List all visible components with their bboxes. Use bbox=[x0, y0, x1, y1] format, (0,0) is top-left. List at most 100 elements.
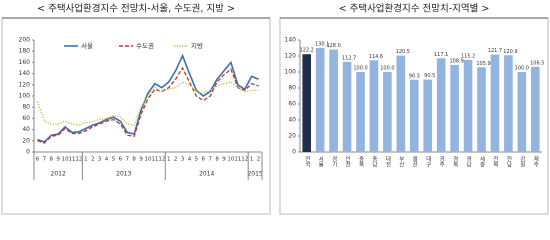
x-tick-label: 부산 bbox=[398, 156, 405, 168]
legend-label: 수도권 bbox=[136, 42, 154, 50]
x-tick-label: 서울 bbox=[317, 155, 324, 168]
x-tick-label: 5 bbox=[195, 157, 199, 163]
value-label: 117.1 bbox=[434, 52, 448, 58]
x-tick-label: 12 bbox=[241, 157, 248, 163]
y-tick-label: 0 bbox=[26, 149, 30, 156]
x-tick-label: 8 bbox=[215, 157, 219, 163]
x-tick-label: 2 bbox=[91, 157, 95, 163]
x-tick-label: 충북 bbox=[358, 155, 365, 169]
bar bbox=[342, 61, 352, 153]
series-line bbox=[36, 81, 259, 126]
x-tick-label: 11 bbox=[234, 157, 241, 163]
bar bbox=[315, 47, 325, 152]
x-tick-label: 경북 bbox=[452, 156, 459, 169]
y-tick-label: 0 bbox=[292, 149, 296, 156]
value-label: 115.2 bbox=[461, 53, 475, 59]
x-group-label: 2015 bbox=[247, 171, 262, 178]
y-tick-label: 140 bbox=[285, 37, 297, 44]
x-tick-label: 7 bbox=[126, 157, 130, 163]
x-tick-label: 세종 bbox=[479, 155, 486, 168]
x-tick-label: 인천 bbox=[344, 156, 351, 168]
value-label: 122.2 bbox=[300, 48, 314, 54]
series-line bbox=[37, 53, 259, 143]
bar bbox=[356, 72, 365, 152]
x-tick-label: 전국 bbox=[304, 155, 311, 169]
y-tick-label: 20 bbox=[22, 137, 30, 144]
x-tick-label: 10 bbox=[62, 157, 69, 163]
x-tick-label: 충남 bbox=[371, 155, 378, 168]
x-tick-label: 제주 bbox=[532, 155, 539, 169]
bar bbox=[369, 60, 379, 152]
y-tick-label: 140 bbox=[19, 70, 31, 77]
value-label: 90.5 bbox=[424, 73, 435, 79]
value-label: 112.7 bbox=[342, 55, 356, 61]
x-tick-label: 울산 bbox=[411, 156, 418, 168]
value-label: 100.0 bbox=[380, 66, 394, 72]
x-tick-label: 4 bbox=[188, 157, 192, 163]
value-label: 100.0 bbox=[515, 66, 529, 72]
x-tick-label: 9 bbox=[222, 157, 226, 163]
x-tick-label: 6 bbox=[36, 157, 40, 163]
x-tick-label: 4 bbox=[105, 157, 109, 163]
value-label: 100.0 bbox=[353, 66, 367, 72]
y-tick-label: 80 bbox=[22, 104, 30, 111]
bar bbox=[477, 67, 486, 152]
y-tick-label: 180 bbox=[19, 48, 31, 55]
x-tick-label: 11 bbox=[69, 157, 76, 163]
x-tick-label: 6 bbox=[202, 157, 206, 163]
x-tick-label: 11 bbox=[151, 157, 158, 163]
value-label: 120.5 bbox=[396, 49, 410, 55]
bar bbox=[302, 54, 312, 152]
value-label: 121.7 bbox=[488, 48, 502, 54]
bar bbox=[409, 79, 419, 152]
x-group-label: 2012 bbox=[51, 171, 66, 178]
x-tick-label: 전남 bbox=[505, 155, 512, 168]
x-tick-label: 2 bbox=[257, 157, 261, 163]
y-tick-label: 20 bbox=[288, 133, 296, 140]
y-tick-label: 100 bbox=[19, 93, 31, 100]
bar bbox=[436, 58, 446, 152]
bar bbox=[530, 66, 540, 152]
x-tick-label: 전북 bbox=[492, 155, 499, 169]
y-tick-label: 100 bbox=[285, 69, 297, 76]
x-tick-label: 5 bbox=[112, 157, 116, 163]
bar bbox=[396, 55, 406, 152]
y-tick-label: 60 bbox=[288, 101, 296, 108]
value-label: 130.1 bbox=[315, 41, 329, 47]
x-tick-label: 3 bbox=[181, 157, 185, 163]
bar bbox=[490, 54, 500, 152]
x-tick-label: 10 bbox=[227, 157, 234, 163]
x-tick-label: 10 bbox=[145, 157, 152, 163]
x-tick-label: 대전 bbox=[384, 155, 391, 168]
value-label: 108.9 bbox=[449, 58, 463, 64]
page: < 주택사업환경지수 전망치-서울, 수도권, 지방 > < 주택사업환경지수 … bbox=[1, 3, 549, 215]
x-tick-label: 9 bbox=[139, 157, 143, 163]
bar bbox=[423, 79, 433, 152]
value-label: 120.9 bbox=[503, 49, 517, 55]
x-tick-label: 8 bbox=[132, 157, 136, 163]
x-tick-label: 경남 bbox=[465, 156, 472, 168]
x-tick-label: 1 bbox=[167, 157, 171, 163]
x-tick-label: 강원 bbox=[519, 156, 526, 168]
x-tick-label: 광주 bbox=[438, 156, 445, 169]
value-label: 105.9 bbox=[476, 61, 490, 67]
x-group-label: 2014 bbox=[199, 171, 214, 178]
bar bbox=[450, 64, 459, 152]
x-tick-label: 대구 bbox=[425, 155, 432, 169]
x-tick-label: 경기 bbox=[331, 156, 338, 169]
chart-title: < 주택사업환경지수 전망치-서울, 수도권, 지방 > bbox=[37, 3, 235, 15]
y-tick-label: 200 bbox=[19, 37, 31, 44]
x-tick-label: 12 bbox=[75, 157, 82, 163]
y-tick-label: 40 bbox=[288, 117, 296, 124]
x-tick-label: 8 bbox=[50, 157, 54, 163]
legend-label: 지방 bbox=[191, 41, 203, 50]
x-tick-label: 1 bbox=[250, 157, 254, 163]
y-tick-label: 60 bbox=[22, 115, 30, 122]
x-tick-label: 9 bbox=[56, 157, 60, 163]
bar bbox=[504, 55, 513, 152]
x-tick-label: 1 bbox=[84, 157, 88, 163]
bar bbox=[383, 72, 392, 152]
y-tick-label: 160 bbox=[19, 59, 31, 66]
value-label: 90.3 bbox=[409, 73, 420, 79]
x-tick-label: 3 bbox=[98, 157, 102, 163]
